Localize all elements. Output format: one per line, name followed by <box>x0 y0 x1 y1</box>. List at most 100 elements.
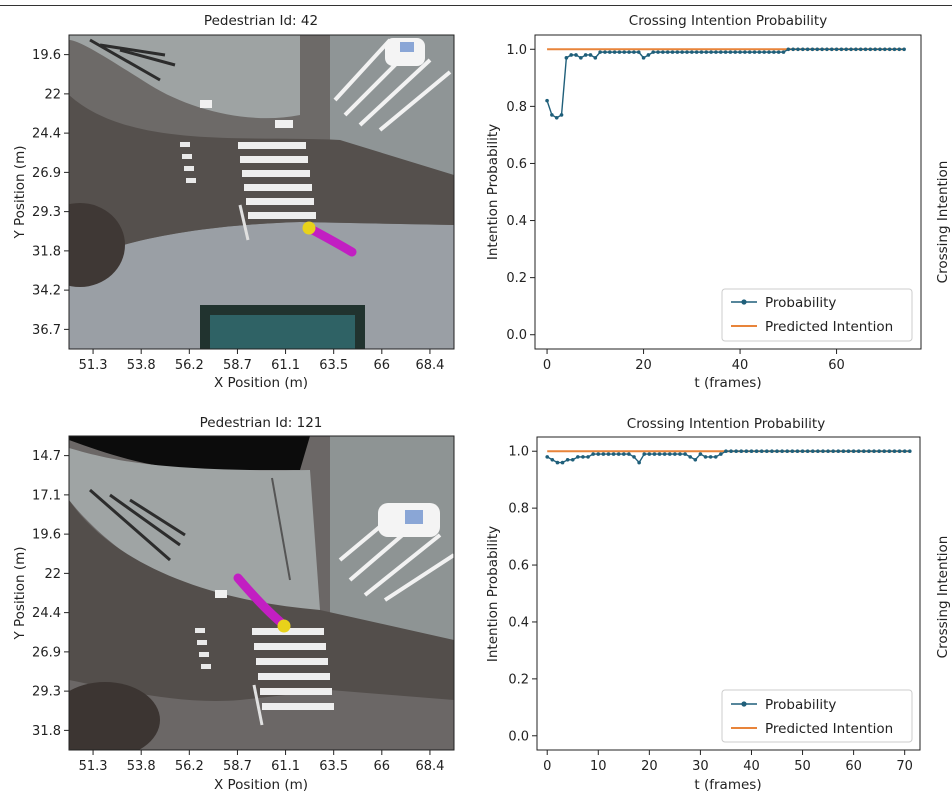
map-ylabel: Y Position (m) <box>12 145 28 239</box>
probability-point <box>839 47 844 52</box>
probability-point <box>800 449 805 454</box>
y-tick-label: 22 <box>44 567 61 582</box>
probability-point <box>622 50 627 54</box>
probability-point <box>550 113 554 117</box>
probability-point <box>693 457 698 462</box>
x-tick-label: 53.8 <box>127 358 156 373</box>
probability-point <box>887 449 892 454</box>
x-tick-label: 10 <box>590 759 607 774</box>
probability-point <box>805 47 810 52</box>
y-tick-label: 1.0 <box>506 43 527 58</box>
probability-point <box>627 50 631 54</box>
probability-point <box>642 452 647 456</box>
y-tick-label: 0.0 <box>506 328 527 343</box>
x-tick-label: 56.2 <box>175 759 204 774</box>
x-tick-label: 20 <box>641 759 658 774</box>
probability-point <box>816 449 820 454</box>
probability-point <box>790 449 795 454</box>
probability-point <box>841 449 846 454</box>
pedestrian-marker <box>302 221 316 235</box>
probability-point <box>545 455 550 459</box>
legend: Probability Predicted Intention <box>721 288 913 342</box>
y-tick-label: 0.4 <box>506 214 527 229</box>
probability-point <box>576 455 580 459</box>
probability-point <box>820 47 824 52</box>
map-xlabel: X Position (m) <box>214 777 308 793</box>
probability-point <box>574 53 578 57</box>
y-tick-label: 0.2 <box>506 271 527 286</box>
probability-point <box>873 47 877 52</box>
probability-point <box>581 455 585 459</box>
probability-point <box>780 449 784 454</box>
probability-point <box>550 457 555 462</box>
y-tick-label: 19.6 <box>32 528 61 543</box>
probability-point <box>829 47 834 52</box>
probability-point <box>759 449 764 454</box>
probability-point <box>897 449 902 454</box>
probability-point <box>826 449 830 454</box>
y-tick-label: 36.7 <box>32 323 61 338</box>
map-title: Pedestrian Id: 121 <box>200 415 323 431</box>
probability-point <box>724 449 728 454</box>
probability-point <box>719 452 723 456</box>
probability-point <box>652 452 657 456</box>
map-frame <box>68 34 455 350</box>
probability-chart-ped-121: Crossing Intention Probability 0 10 20 30 40… <box>485 416 951 793</box>
x-tick-label: 63.5 <box>319 358 348 373</box>
probability-point <box>767 50 771 54</box>
map-title: Pedestrian Id: 42 <box>204 13 318 29</box>
chart-xlabel: t (frames) <box>694 777 761 793</box>
chart-title: Crossing Intention Probability <box>627 416 825 432</box>
probability-point <box>902 449 907 454</box>
probability-point <box>622 452 626 456</box>
y-tick-label: 14.7 <box>32 449 61 464</box>
x-tick-label: 66 <box>374 358 391 373</box>
probability-chart-ped-42: Crossing Intention Probability 0 20 40 60 0.… <box>485 13 951 391</box>
probability-point <box>907 449 912 454</box>
probability-point <box>791 47 795 52</box>
probability-point <box>786 47 791 52</box>
y-tick-label: 29.3 <box>32 685 61 700</box>
probability-point <box>738 50 742 54</box>
probability-point <box>656 50 660 54</box>
probability-point <box>831 449 835 454</box>
x-tick-label: 58.7 <box>223 759 252 774</box>
probability-point <box>703 455 708 459</box>
probability-point <box>770 449 774 454</box>
x-tick-label: 53.8 <box>127 759 156 774</box>
probability-point <box>709 50 713 54</box>
aerial-image <box>69 35 454 349</box>
probability-point <box>902 47 906 52</box>
map-panel-ped-121: Pedestrian Id: 121 <box>12 415 455 793</box>
y-tick-label: 17.1 <box>32 488 61 503</box>
probability-point <box>749 449 754 454</box>
probability-point <box>606 452 611 456</box>
probability-point <box>747 50 752 54</box>
probability-point <box>611 452 616 456</box>
x-tick-label: 40 <box>732 358 749 373</box>
x-tick-label: 40 <box>743 759 760 774</box>
probability-point <box>612 50 617 54</box>
y-tick-label: 24.4 <box>32 127 61 142</box>
x-tick-label: 50 <box>794 759 811 774</box>
x-tick-label: 70 <box>896 759 913 774</box>
probability-point <box>775 449 779 454</box>
probability-point <box>744 449 749 454</box>
probability-point <box>846 449 851 454</box>
probability-point <box>555 460 560 465</box>
y-tick-label: 26.9 <box>32 166 61 181</box>
probability-point <box>559 113 564 117</box>
chart-ylabel: Intention Probability <box>485 124 501 260</box>
probability-point <box>762 50 766 54</box>
probability-point <box>603 50 607 54</box>
probability-point <box>641 56 646 60</box>
probability-point <box>598 50 602 54</box>
probability-point <box>651 50 656 54</box>
probability-point <box>690 50 694 54</box>
probability-point <box>844 47 849 52</box>
probability-point <box>868 47 873 52</box>
probability-point <box>564 56 569 60</box>
probability-point <box>718 50 723 54</box>
probability-point <box>607 50 612 54</box>
x-tick-label: 0 <box>543 358 551 373</box>
